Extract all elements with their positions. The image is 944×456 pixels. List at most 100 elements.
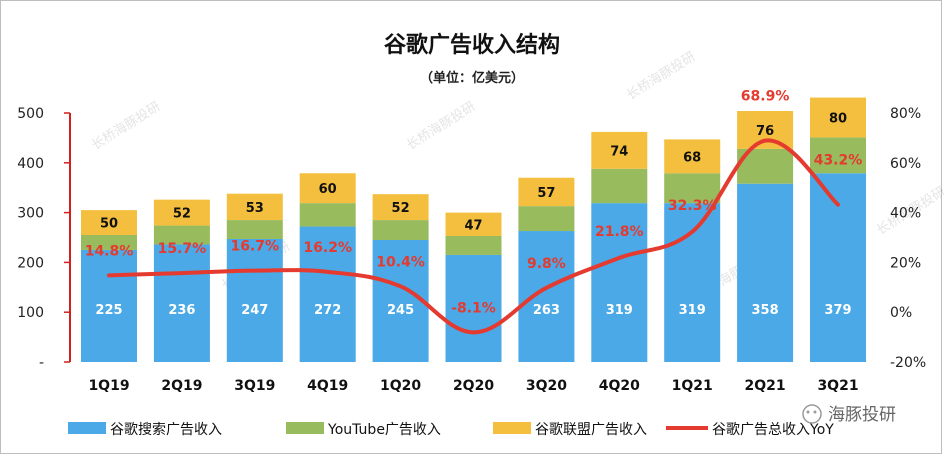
bar-segment-1: [445, 254, 502, 362]
legend-swatch: [493, 422, 531, 434]
bar-segment-1: [591, 203, 648, 362]
bar-segment-3: [372, 194, 429, 221]
category-label: 3Q20: [526, 378, 567, 394]
bar-segment-2: [299, 203, 356, 227]
bar-segment-3: [445, 212, 502, 237]
bar-segment-2: [81, 235, 137, 250]
yoy-label: 14.8%: [85, 243, 134, 259]
chart-title: 谷歌广告收入结构: [384, 32, 560, 58]
bar-segment-1: [153, 244, 210, 362]
category-label: 3Q21: [817, 378, 858, 394]
bar-segment-label: 245: [387, 303, 414, 318]
bar-segment-3: [591, 131, 648, 169]
right-tick-label: -20%: [890, 355, 926, 371]
yoy-label: 10.4%: [376, 254, 425, 270]
left-tick-label: 300: [17, 206, 44, 222]
watermark-text: 长桥海豚投研: [624, 48, 699, 103]
left-axis-ticks: - 100 200 300 400 500: [17, 106, 70, 371]
left-tick-label: -: [39, 355, 44, 371]
category-label: 1Q21: [672, 378, 713, 394]
yoy-label: 9.8%: [527, 256, 566, 272]
bar-segment-label: 272: [314, 303, 341, 318]
yoy-line: 14.8% 15.7% 16.7% 16.2% 10.4% -8.1% 9.8% 21.8% 3…: [85, 89, 863, 335]
bar-top-label: 47: [464, 218, 482, 233]
bar-top-label: 52: [392, 201, 410, 216]
bar-segment-1: [518, 231, 575, 362]
bars: 225 50 236 52 247 53 272 60 245 52 47 263 57 319 74 319…: [81, 97, 866, 362]
yoy-label: 16.2%: [303, 240, 352, 256]
bar-segment-label: 319: [679, 303, 706, 318]
bar-segment-label: 263: [533, 303, 560, 318]
right-tick-label: 40%: [890, 206, 921, 222]
bar-segment-1: [81, 249, 137, 362]
bar-segment-2: [591, 168, 648, 204]
bar-segment-3: [518, 177, 575, 207]
bar-top-label: 68: [683, 150, 701, 165]
category-label: 1Q20: [380, 378, 421, 394]
right-axis-ticks: -20% 0% 20% 40% 60% 80%: [890, 106, 926, 371]
bar-segment-label: 358: [752, 303, 779, 318]
right-tick-label: 0%: [890, 305, 912, 321]
right-tick-label: 60%: [890, 156, 921, 172]
right-tick-label: 20%: [890, 255, 921, 271]
bar-segment-1: [226, 238, 283, 362]
bar-segment-3: [664, 139, 721, 174]
left-tick-label: 500: [17, 106, 44, 122]
wechat-icon-eye-right: [813, 410, 817, 414]
legend-label: 谷歌联盟广告收入: [535, 422, 647, 438]
bar-segment-label: 247: [241, 303, 268, 318]
bar-segment-1: [737, 183, 794, 362]
bar-segment-label: 319: [606, 303, 633, 318]
left-tick-label: 200: [17, 255, 44, 271]
bar-segment-2: [518, 206, 575, 232]
bar-segment-3: [81, 210, 137, 236]
yoy-line-path: [107, 138, 840, 335]
legend-swatch: [68, 422, 106, 434]
bar-segment-label: 379: [824, 303, 851, 318]
bar-segment-2: [153, 225, 210, 245]
bar-top-label: 76: [756, 124, 774, 139]
yoy-label: 15.7%: [158, 241, 207, 257]
yoy-label: 21.8%: [595, 224, 644, 240]
category-label: 2Q21: [745, 378, 786, 394]
bar-segment-1: [810, 173, 866, 362]
legend-label: YouTube广告收入: [327, 422, 441, 438]
bar-top-label: 60: [319, 182, 337, 197]
wechat-icon-eye-left: [806, 410, 810, 414]
bar-segment-3: [226, 193, 283, 221]
yoy-label: 16.7%: [231, 239, 280, 255]
category-label: 2Q20: [453, 378, 494, 394]
yoy-label: 43.2%: [814, 153, 863, 169]
bar-segment-label: 225: [95, 303, 122, 318]
bar-segment-2: [664, 173, 721, 204]
yoy-label: 32.3%: [668, 198, 717, 214]
wechat-icon: [802, 404, 822, 424]
bar-top-label: 52: [173, 207, 191, 222]
category-label: 4Q19: [307, 378, 348, 394]
watermark-text: 长桥海豚投研: [404, 98, 479, 153]
legend: 谷歌搜索广告收入 YouTube广告收入 谷歌联盟广告收入 谷歌广告总收入YoY: [68, 421, 834, 438]
legend-label: 谷歌搜索广告收入: [110, 421, 222, 438]
category-label: 3Q19: [234, 378, 275, 394]
chart-subtitle: （单位：亿美元）: [420, 70, 524, 86]
bar-segment-1: [372, 239, 429, 362]
bar-segment-3: [153, 199, 210, 226]
bar-segment-2: [810, 137, 866, 174]
bar-segment-3: [299, 173, 356, 204]
category-label: 1Q19: [88, 378, 129, 394]
left-tick-label: 400: [17, 156, 44, 172]
bar-top-label: 50: [100, 217, 118, 232]
category-label: 4Q20: [599, 378, 640, 394]
legend-swatch: [286, 422, 324, 434]
legend-label: 谷歌广告总收入YoY: [712, 422, 834, 438]
bar-segment-2: [226, 220, 283, 239]
bar-segment-1: [299, 226, 356, 362]
yoy-label: -8.1%: [451, 300, 496, 316]
category-labels: 1Q19 2Q19 3Q19 4Q19 1Q20 2Q20 3Q20 4Q20 1Q21 2Q21…: [88, 378, 858, 394]
yoy-label: 68.9%: [741, 89, 790, 105]
left-tick-label: 100: [17, 305, 44, 321]
bar-top-label: 74: [610, 144, 628, 159]
bar-segment-2: [372, 220, 429, 240]
